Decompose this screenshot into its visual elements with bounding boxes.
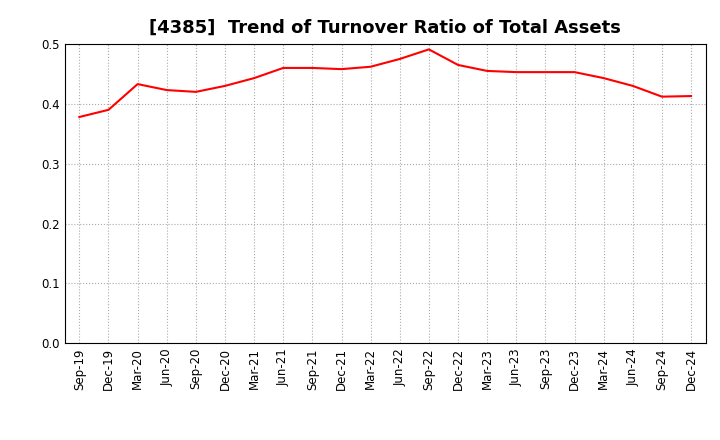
Title: [4385]  Trend of Turnover Ratio of Total Assets: [4385] Trend of Turnover Ratio of Total … (149, 19, 621, 37)
